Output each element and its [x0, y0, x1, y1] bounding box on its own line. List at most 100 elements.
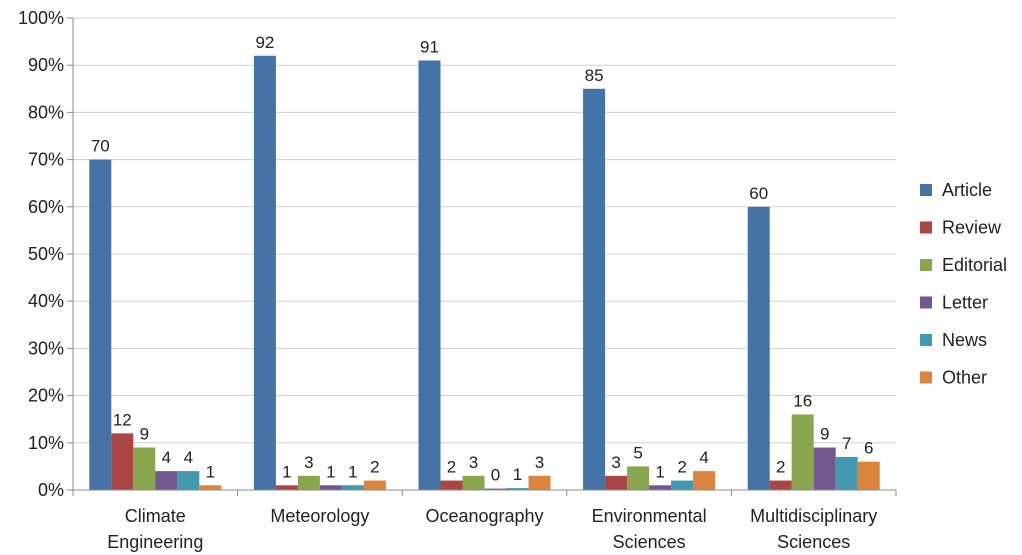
data-label: 1: [282, 462, 291, 481]
bar-review: [605, 475, 628, 490]
category-label: Meteorology: [270, 506, 369, 526]
bar-article: [583, 88, 606, 491]
category-label: Multidisciplinary: [750, 506, 877, 526]
bar-article: [89, 159, 112, 490]
y-tick-label: 50%: [28, 244, 64, 264]
bar-letter: [649, 485, 672, 490]
data-label: 2: [370, 458, 379, 477]
data-label: 2: [447, 458, 456, 477]
legend-label: Other: [942, 368, 987, 388]
legend-swatch: [920, 371, 932, 384]
legend-swatch: [920, 334, 932, 346]
bar-letter: [813, 447, 836, 490]
category-label: Sciences: [613, 532, 686, 552]
bar-article: [747, 206, 770, 491]
data-label: 3: [611, 453, 620, 472]
bar-other: [199, 485, 222, 490]
legend-label: Review: [942, 218, 1002, 238]
category-label: Oceanography: [425, 506, 543, 526]
legend-swatch: [920, 259, 932, 271]
bar-article: [418, 60, 441, 490]
bar-letter: [484, 488, 507, 490]
bar-news: [177, 471, 200, 490]
y-tick-label: 90%: [28, 55, 64, 75]
bar-news: [506, 488, 529, 490]
legend-swatch: [920, 296, 932, 309]
data-label: 6: [864, 439, 873, 458]
bar-news: [835, 456, 858, 490]
data-label: 1: [326, 462, 335, 481]
data-label: 4: [162, 448, 171, 467]
bar-review: [111, 433, 134, 490]
x-axis-categories: Climate Engineering Meteorology Oceanograph…: [107, 506, 877, 552]
bar-review: [440, 480, 463, 490]
bar-review: [275, 485, 298, 490]
bar-other: [857, 461, 880, 490]
data-label: 16: [793, 391, 812, 410]
y-tick-label: 40%: [28, 291, 64, 311]
data-label: 1: [513, 465, 522, 484]
data-label: 12: [113, 410, 132, 429]
axes: [72, 18, 897, 496]
legend-swatch: [920, 184, 932, 196]
data-label: 1: [348, 462, 357, 481]
bar-review: [769, 480, 792, 490]
data-label: 7: [842, 434, 851, 453]
bar-editorial: [133, 447, 156, 490]
bar-other: [528, 475, 551, 490]
data-label: 2: [776, 458, 785, 477]
category-label: Climate: [125, 506, 186, 526]
data-label: 0: [491, 466, 500, 485]
data-label: 92: [255, 33, 274, 52]
data-label: 4: [699, 448, 708, 467]
category-label: Environmental: [592, 506, 707, 526]
y-tick-label: 60%: [28, 197, 64, 217]
legend-label: News: [942, 330, 987, 350]
bars: [89, 55, 880, 491]
y-tick-label: 30%: [28, 338, 64, 358]
data-label: 9: [820, 425, 829, 444]
bar-other: [363, 480, 386, 490]
y-axis-ticks: 0% 10% 20% 30% 40% 50% 60% 70% 80% 90% 100%: [18, 8, 73, 500]
bar-news: [671, 480, 694, 490]
data-label: 1: [655, 462, 664, 481]
legend-label: Article: [942, 180, 992, 200]
legend-label: Editorial: [942, 255, 1007, 275]
bar-news: [341, 485, 364, 490]
data-label: 9: [140, 425, 149, 444]
bar-letter: [319, 485, 342, 490]
data-label: 2: [677, 458, 686, 477]
data-label: 85: [585, 66, 604, 85]
bar-other: [693, 471, 716, 490]
legend-swatch: [920, 221, 932, 234]
data-label: 3: [535, 453, 544, 472]
legend: Article Review Editorial Letter News Other: [920, 180, 1007, 388]
data-label: 3: [304, 453, 313, 472]
bar-editorial: [462, 475, 485, 490]
category-label: Sciences: [777, 532, 850, 552]
data-label: 91: [420, 37, 439, 56]
data-label: 4: [184, 448, 193, 467]
y-tick-label: 80%: [28, 102, 64, 122]
y-tick-label: 100%: [18, 8, 64, 28]
data-label: 70: [91, 137, 110, 156]
data-label: 3: [469, 453, 478, 472]
data-label: 5: [633, 443, 642, 462]
bar-editorial: [791, 414, 814, 490]
bar-editorial: [297, 475, 320, 490]
y-tick-label: 20%: [28, 386, 64, 406]
gridlines: [73, 17, 896, 444]
bar-article: [253, 55, 276, 490]
legend-label: Letter: [942, 293, 988, 313]
y-tick-label: 70%: [28, 150, 64, 170]
category-label: Engineering: [107, 532, 203, 552]
y-tick-label: 0%: [38, 480, 64, 500]
bar-editorial: [627, 466, 650, 490]
y-tick-label: 10%: [28, 433, 64, 453]
data-label: 60: [749, 184, 768, 203]
data-label: 1: [206, 462, 215, 481]
bar-letter: [155, 471, 178, 490]
